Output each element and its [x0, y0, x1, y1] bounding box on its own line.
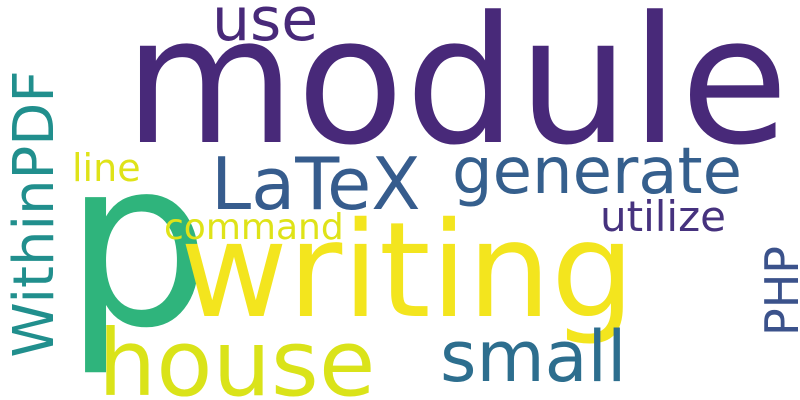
word-p: p	[64, 109, 212, 379]
word-line: line	[72, 146, 141, 190]
word-withinpdf: WithinPDF	[2, 70, 67, 358]
word-latex: LaTeX	[211, 142, 421, 226]
word-use: use	[212, 0, 319, 55]
word-command: command	[164, 207, 344, 248]
word-module: module	[124, 0, 790, 184]
word-utilize: utilize	[600, 192, 726, 241]
word-generate: generate	[452, 135, 742, 209]
word-house: house	[98, 310, 376, 400]
word-php: PHP	[755, 245, 800, 337]
word-writing: writing	[180, 194, 635, 348]
word-small: small	[440, 316, 627, 398]
